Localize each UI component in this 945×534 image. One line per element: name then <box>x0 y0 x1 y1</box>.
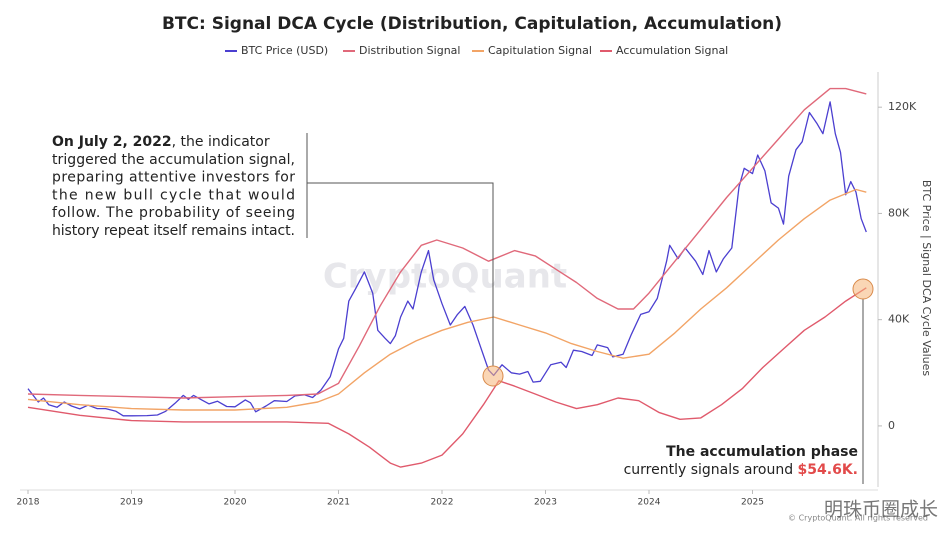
x-tick-label: 2018 <box>17 498 40 508</box>
y-tick-label: 120K <box>888 100 917 113</box>
annotation-line: currently signals around $54.6K. <box>624 462 858 478</box>
annotation-line: the new bull cycle that would <box>52 187 295 203</box>
highlight-circle <box>482 365 504 387</box>
series-line <box>27 87 867 399</box>
annotation-text: currently signals around <box>624 462 798 478</box>
annotation: triggered the accumulation signal, prepar… <box>52 152 295 239</box>
callout-line <box>307 182 494 366</box>
x-tick-label: 2021 <box>327 498 350 508</box>
legend-label: Accumulation Signal <box>616 44 728 57</box>
watermark: CryptoQuant <box>323 257 567 297</box>
legend-label: Distribution Signal <box>359 44 460 57</box>
source-watermark: 明珠币圈成长 <box>824 499 938 521</box>
plot <box>27 87 867 468</box>
legend: BTC Price (USD) Distribution Signal Capitu… <box>225 44 728 57</box>
copyright: © CryptoQuant. All rights reserved <box>788 514 928 523</box>
highlight-circle <box>852 278 874 300</box>
y-tick-label: 80K <box>888 206 910 219</box>
annotation-line: triggered the accumulation signal, <box>52 152 295 168</box>
y-axis-title: BTC Price | Signal DCA Cycle Values <box>920 180 933 377</box>
x-tick-label: 2024 <box>638 498 661 508</box>
x-tick-label: 2023 <box>534 498 557 508</box>
series-line <box>27 188 867 411</box>
x-tick-label: 2025 <box>741 498 764 508</box>
x-tick-label: 2019 <box>120 498 143 508</box>
annotation-line: preparing attentive investors for <box>52 170 295 186</box>
annotation-line: history repeat itself remains intact. <box>52 223 295 239</box>
ticks: 0 40K 80K 120K 2018 2019 2020 2021 2022 2023 2024 2… <box>17 100 917 507</box>
chart-title: BTC: Signal DCA Cycle (Distribution, Cap… <box>162 14 782 34</box>
y-tick-label: 0 <box>888 419 895 432</box>
x-tick-label: 2020 <box>224 498 247 508</box>
annotation-line: On July 2, 2022, the indicator <box>52 134 270 150</box>
x-tick-label: 2022 <box>431 498 454 508</box>
annotation-title: The accumulation phase <box>666 444 858 460</box>
annotation-bold: On July 2, 2022 <box>52 134 172 150</box>
annotation-line: follow. The probability of seeing <box>52 205 295 221</box>
y-tick-label: 40K <box>888 313 910 326</box>
series-line <box>27 101 867 417</box>
series-line <box>27 287 867 468</box>
annotation-text: , the indicator <box>172 134 270 150</box>
annotation-highlight: $54.6K. <box>798 462 858 478</box>
legend-label: Capitulation Signal <box>488 44 592 57</box>
legend-label: BTC Price (USD) <box>241 44 328 57</box>
